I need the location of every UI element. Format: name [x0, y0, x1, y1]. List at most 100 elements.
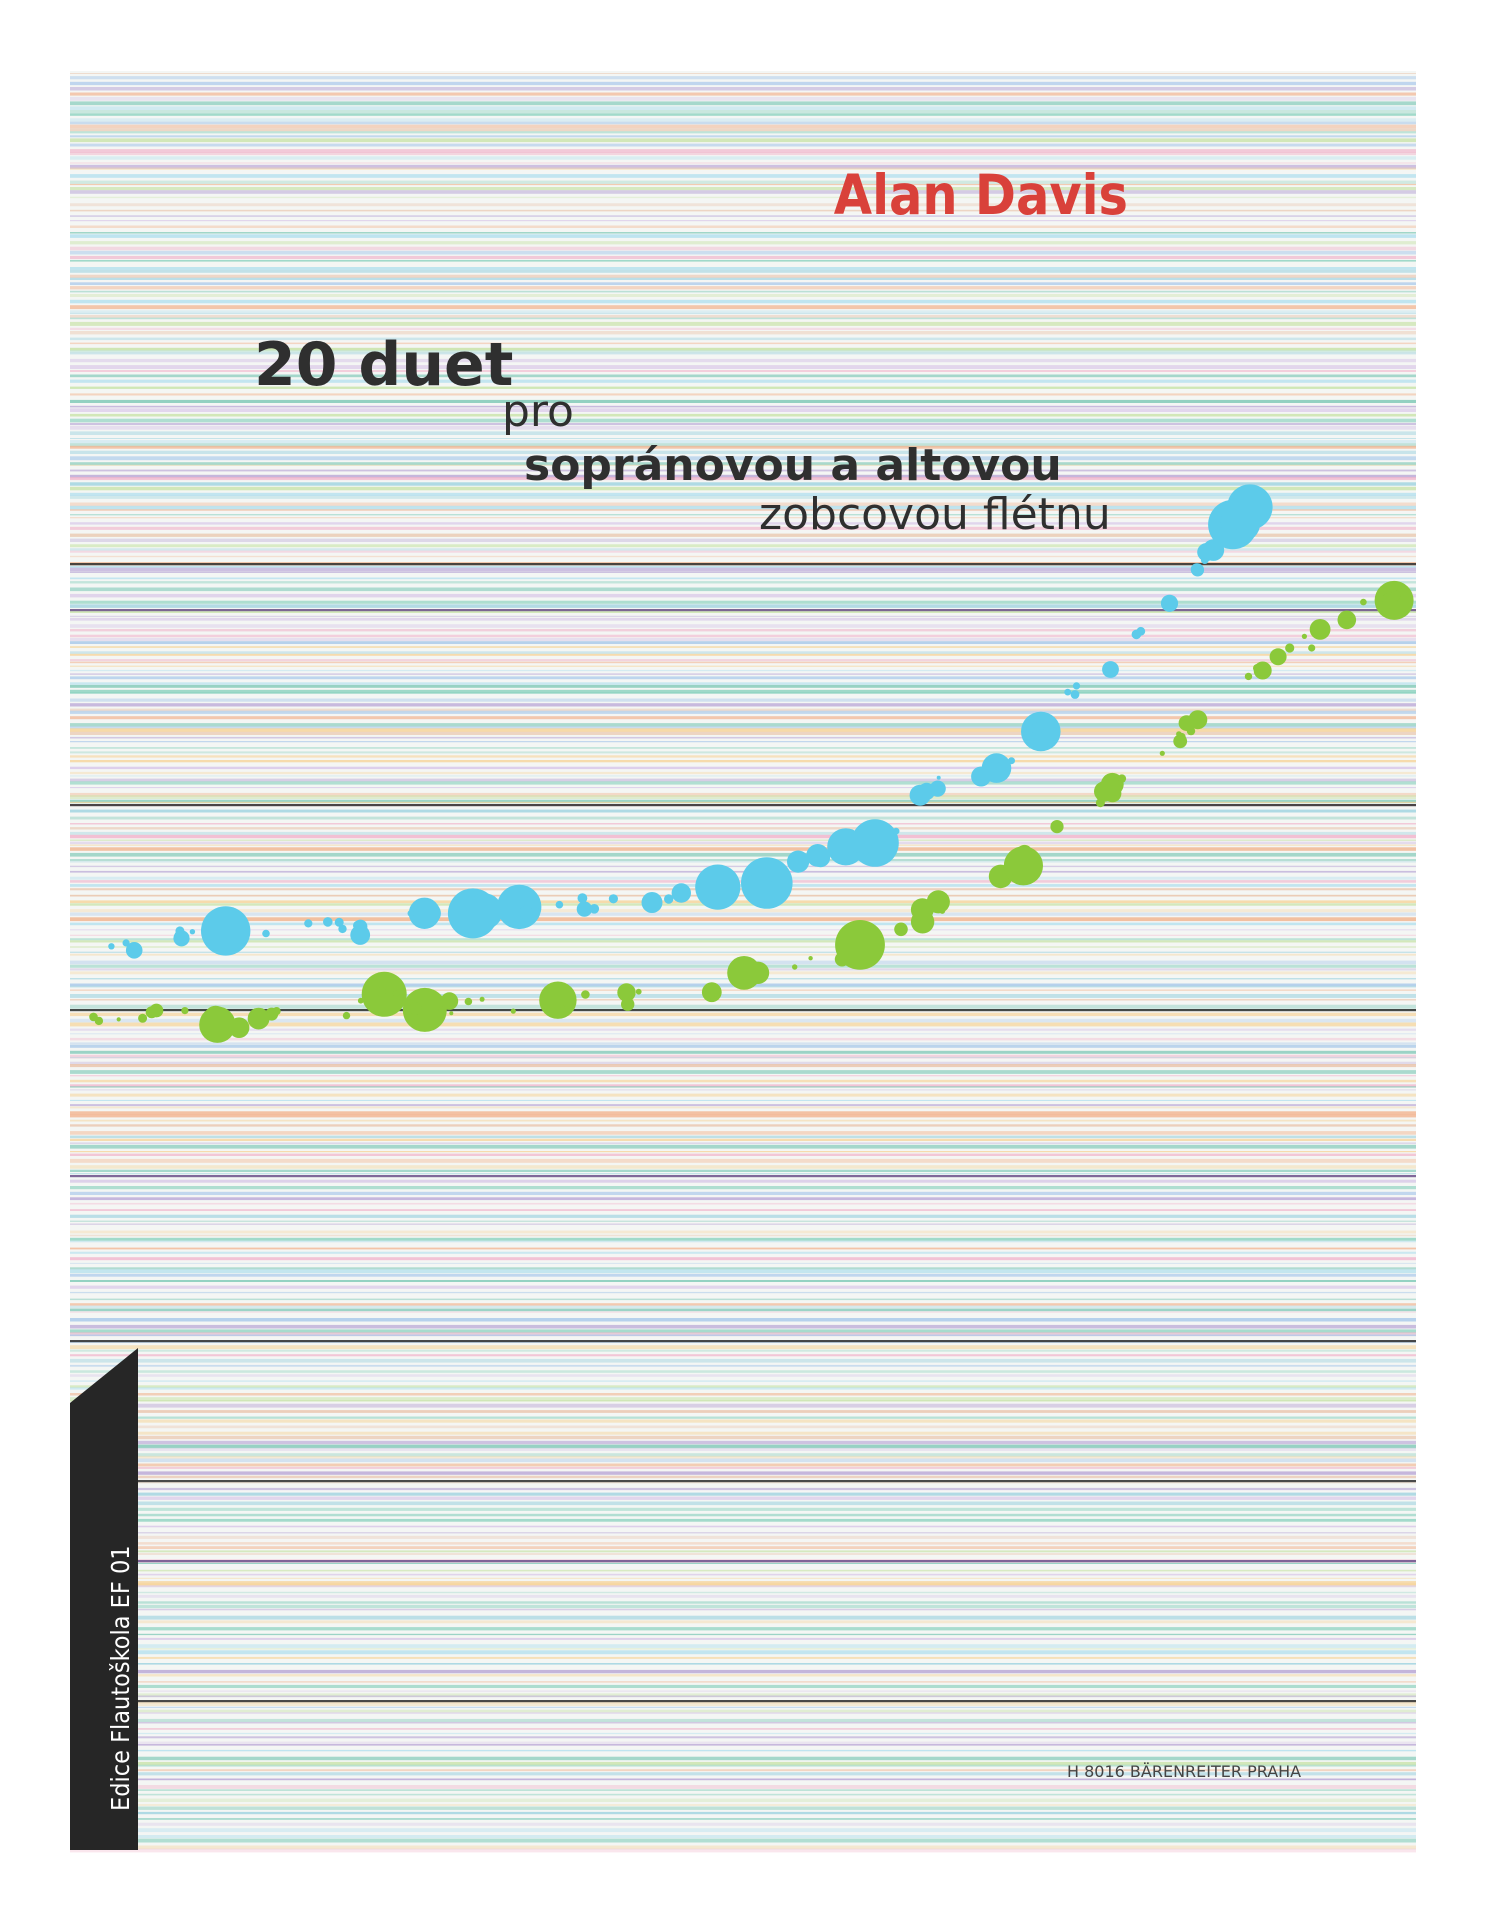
note-dot — [149, 1003, 164, 1018]
stripe — [70, 1022, 1416, 1027]
stripe — [70, 225, 1416, 228]
stripe — [70, 1214, 1416, 1218]
stripe — [70, 1732, 1416, 1735]
stripe — [70, 1447, 1416, 1451]
note-dot — [555, 900, 564, 909]
stripe — [70, 1028, 1416, 1031]
stripe — [70, 716, 1416, 720]
subtitle-line: sopránovou a altovou — [524, 440, 1062, 491]
stripe — [70, 661, 1416, 664]
stripe — [70, 682, 1416, 685]
stripe — [70, 665, 1416, 667]
stripe — [70, 736, 1416, 739]
stripe — [70, 1440, 1416, 1445]
stripe-dark — [70, 1480, 1416, 1483]
stripe — [70, 775, 1416, 777]
note-dot — [1102, 661, 1119, 678]
stripe — [70, 989, 1416, 991]
stripe-dark — [70, 1700, 1416, 1703]
stripe — [70, 741, 1416, 743]
note-dot — [664, 894, 674, 904]
stripe — [70, 593, 1416, 598]
note-dot — [262, 929, 270, 938]
note-dot — [792, 964, 798, 970]
stripe — [70, 1220, 1416, 1222]
author: Alan Davis — [834, 163, 1128, 227]
stripe-dark — [70, 609, 1416, 612]
note-dot — [1285, 643, 1295, 653]
stripe — [70, 1151, 1416, 1153]
stripe — [70, 617, 1416, 621]
note-dot — [971, 766, 992, 787]
stripe — [70, 999, 1416, 1001]
stripe — [70, 1419, 1416, 1423]
stripe — [70, 250, 1416, 255]
stripe — [70, 1620, 1416, 1624]
stripe — [70, 676, 1416, 680]
stripe — [70, 1209, 1416, 1211]
note-dot — [181, 1007, 189, 1015]
stripe — [70, 342, 1416, 345]
stripe — [70, 1718, 1416, 1723]
stripe — [70, 1364, 1416, 1367]
note-dot — [1160, 594, 1179, 612]
stripe — [70, 1084, 1416, 1088]
stripe — [70, 269, 1416, 273]
note-dot — [847, 832, 868, 853]
stripe — [70, 1114, 1416, 1118]
stripe — [70, 731, 1416, 735]
stripe — [70, 187, 1416, 191]
stripe — [70, 1370, 1416, 1373]
stripe — [70, 1481, 1416, 1484]
stripe — [70, 1153, 1416, 1156]
stripe — [70, 831, 1416, 835]
stripe — [70, 418, 1416, 423]
stripe — [70, 220, 1416, 222]
stripe — [70, 841, 1416, 845]
stripe — [70, 128, 1416, 132]
note-dot — [1397, 587, 1402, 592]
note-dot — [1178, 715, 1195, 731]
stripe — [70, 1349, 1416, 1352]
stripe — [70, 1223, 1416, 1225]
note-dot — [402, 987, 447, 1032]
stripe-dark — [70, 1009, 1416, 1012]
stripe — [70, 1403, 1416, 1408]
stripe — [70, 1033, 1416, 1035]
stripe — [70, 246, 1416, 251]
stripe — [70, 1583, 1416, 1587]
stripe — [70, 844, 1416, 846]
stripe — [70, 1158, 1416, 1163]
stripe — [70, 438, 1416, 439]
note-dot — [589, 904, 600, 914]
stripe — [70, 526, 1416, 530]
note-dot — [539, 981, 577, 1019]
note-dot — [1390, 590, 1401, 601]
stripe — [70, 1138, 1416, 1141]
stripe — [70, 653, 1416, 656]
stripe — [70, 684, 1416, 688]
stripe — [70, 760, 1416, 763]
stripe — [70, 778, 1416, 782]
stripe — [70, 1435, 1416, 1440]
stripe — [70, 859, 1416, 861]
stripe — [70, 1769, 1416, 1772]
stripe — [70, 1106, 1416, 1109]
stripe — [70, 73, 1416, 74]
stripe — [70, 1305, 1416, 1308]
stripe — [70, 994, 1416, 998]
note-dot — [641, 892, 663, 913]
note-dot — [1173, 734, 1188, 749]
stripe — [70, 76, 1416, 80]
stripe — [70, 1822, 1416, 1826]
stripe — [70, 152, 1416, 156]
stripe — [70, 1374, 1416, 1377]
stripe — [70, 495, 1416, 499]
stripe — [70, 1764, 1416, 1767]
stripe — [70, 1380, 1416, 1382]
stripe — [70, 1744, 1416, 1746]
note-dot — [1244, 672, 1253, 681]
stripe — [70, 577, 1416, 580]
stripe — [70, 1431, 1416, 1435]
stripe — [70, 581, 1416, 584]
